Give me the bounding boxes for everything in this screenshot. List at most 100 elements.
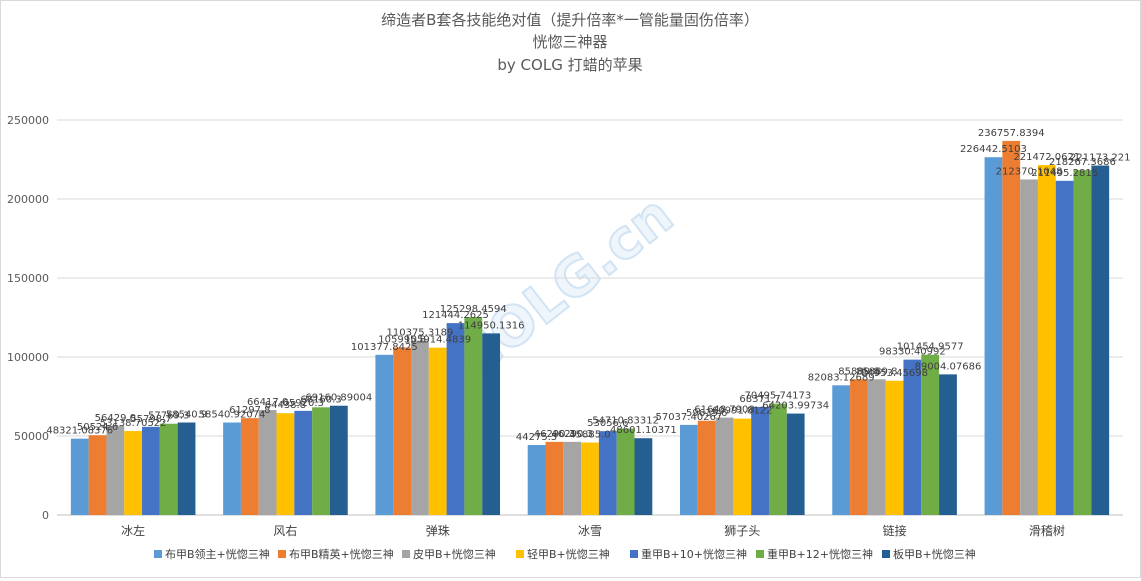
data-label: 53056.6 [587, 418, 628, 429]
data-label: 101377.8425 [351, 342, 418, 353]
legend-swatch [882, 550, 890, 558]
bar [240, 418, 259, 515]
chart-title: 缔造者B套各技能绝对值（提升倍率*一管能量固伤倍率） 恍惚三神器 by COLG… [381, 11, 759, 74]
data-label: 65920.3 [283, 398, 324, 409]
legend-label: 皮甲B+恍惚三神 [413, 547, 496, 561]
data-label: 53138.70522 [100, 418, 167, 429]
data-label: 64438.8 [265, 400, 306, 411]
data-label: 218267.3686 [1049, 157, 1116, 168]
bar [832, 385, 851, 515]
bar [1091, 165, 1110, 515]
bar [850, 379, 868, 515]
data-label: 61297.8 [229, 405, 270, 416]
data-label: 212370.1048 [996, 166, 1063, 177]
legend-item: 重甲B+10+恍惚三神 [630, 547, 747, 561]
y-axis-ticks: 0 50000 100000 150000 200000 250000 [7, 114, 49, 522]
legend-swatch [756, 550, 764, 558]
bar [124, 431, 143, 515]
y-tick-label: 250000 [7, 114, 49, 127]
x-category-label: 冰左 [121, 523, 145, 538]
legend-label: 重甲B+10+恍惚三神 [641, 547, 747, 561]
legend-swatch [516, 550, 524, 558]
data-label: 84953.45698 [861, 368, 928, 379]
y-tick-label: 200000 [7, 193, 49, 206]
legend-item: 轻甲B+恍惚三神 [516, 547, 610, 561]
y-tick-label: 100000 [7, 351, 49, 364]
legend-item: 皮甲B+恍惚三神 [402, 547, 496, 561]
chart-title-line-1: 缔造者B套各技能绝对值（提升倍率*一管能量固伤倍率） [381, 11, 759, 29]
bar [733, 418, 752, 515]
chart-title-line-3: by COLG 打蜡的苹果 [497, 56, 642, 74]
bar [294, 410, 313, 515]
x-category-label: 风右 [273, 523, 297, 538]
bar [581, 442, 599, 515]
data-label: 89004.07686 [915, 361, 982, 372]
bar [1037, 165, 1056, 515]
bar [634, 438, 653, 515]
data-label: 56429.0 [95, 413, 136, 424]
bar [563, 441, 582, 515]
x-category-label: 冰雪 [578, 524, 602, 538]
legend-label: 轻甲B+恍惚三神 [527, 547, 610, 561]
x-category-label: 狮子头 [724, 524, 760, 538]
legend-label: 板甲B+恍惚三神 [893, 547, 976, 561]
y-tick-label: 50000 [14, 430, 49, 443]
bar [446, 323, 465, 515]
bar [921, 354, 940, 515]
bar [984, 157, 1003, 516]
bar [786, 413, 805, 515]
bar [1073, 170, 1092, 515]
bar [223, 422, 241, 515]
bar [88, 435, 107, 515]
y-tick-label: 0 [42, 509, 49, 522]
bar [375, 354, 394, 515]
data-label: 85889.8 [838, 366, 879, 377]
data-label: 46290.3 [552, 429, 593, 440]
data-label: 59635.6 [686, 408, 727, 419]
data-label: 48601.10371 [610, 425, 677, 436]
x-category-label: 滑稽树 [1029, 523, 1065, 538]
bar [428, 347, 447, 515]
bar [329, 405, 348, 515]
legend-swatch [630, 550, 638, 558]
bar [276, 413, 295, 515]
data-label: 221472.0621 [1013, 152, 1080, 163]
data-label: 98330.40992 [879, 347, 946, 358]
legend-item: 重甲B+12+恍惚三神 [756, 547, 873, 561]
bar [679, 424, 698, 515]
data-label: 54710.83312 [592, 416, 659, 427]
data-label: 48321.08376 [46, 426, 113, 437]
data-label: 60991.8122 [712, 406, 772, 417]
bar [545, 441, 564, 515]
data-labels: 48321.0837650524.656429.053138.705225579… [46, 128, 1130, 443]
data-label: 57037.40267 [655, 412, 722, 423]
bar [867, 379, 886, 515]
legend-label: 布甲B领主+恍惚三神 [165, 547, 270, 561]
bar [939, 374, 957, 515]
data-label: 57769.3 [148, 411, 189, 422]
data-label: 66417.0 [247, 397, 288, 408]
chart-title-line-2: 恍惚三神器 [532, 33, 607, 51]
x-category-label: 链接 [883, 523, 907, 538]
bar [1020, 179, 1038, 515]
bar [464, 317, 483, 515]
data-label: 50524.6 [77, 422, 118, 433]
data-label: 64203.99734 [762, 401, 829, 412]
data-label: 58540.92074 [199, 410, 266, 421]
bar [1055, 180, 1074, 515]
legend-swatch [402, 550, 410, 558]
bar [142, 426, 160, 515]
bar [715, 417, 734, 515]
bar [159, 423, 178, 515]
data-label: 236757.8394 [978, 128, 1045, 139]
legend-swatch [154, 550, 162, 558]
data-label: 46290.3 [534, 429, 575, 440]
bar [258, 410, 277, 515]
data-label: 68371.7 [739, 394, 780, 405]
legend-swatch [278, 550, 286, 558]
data-label: 114950.1316 [458, 320, 525, 331]
y-tick-label: 150000 [7, 272, 49, 285]
bar [1002, 140, 1021, 515]
